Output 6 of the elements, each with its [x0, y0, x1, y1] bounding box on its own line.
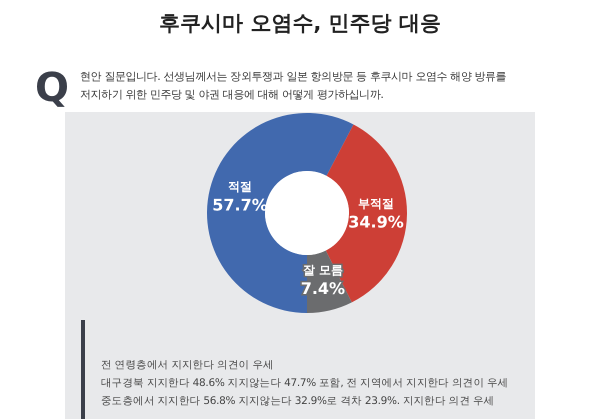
chart-title: 후쿠시마 오염수, 민주당 대응: [159, 11, 441, 35]
text: 중도층에서 지지한다 56.8% 지지않는다 32.9%로 격차 23.9%. 지지한다 의견 우세: [101, 395, 494, 407]
text: Q: [34, 65, 70, 111]
text: 전 연령층에서 지지한다 의견이 우세: [101, 359, 274, 371]
chart-subtitle: 현안 질문입니다. 선생님께서는 장외투쟁과 일본 항의방문 등 후쿠시마 오염수 해양 방류를 저지하기 위한 민주당 및 야권 대응에 대해 어떻게 평가하십니까.: [80, 70, 507, 101]
text: 대구경북 지지한다 48.6% 지지않는다 47.7% 포함, 전 지역에서 지지한다 의견이 우세: [101, 377, 508, 389]
